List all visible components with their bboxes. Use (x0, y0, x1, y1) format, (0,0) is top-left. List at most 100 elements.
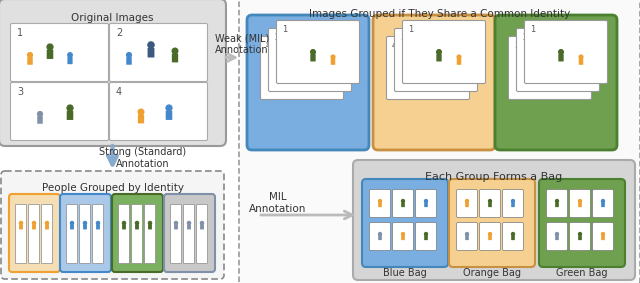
FancyBboxPatch shape (0, 0, 226, 146)
FancyBboxPatch shape (47, 50, 53, 59)
FancyBboxPatch shape (112, 194, 163, 272)
Text: 4: 4 (116, 87, 122, 97)
Circle shape (148, 222, 152, 224)
Circle shape (436, 50, 442, 54)
FancyBboxPatch shape (148, 48, 154, 57)
Text: Strong (Standard)
Annotation: Strong (Standard) Annotation (99, 147, 186, 169)
Text: 1: 1 (408, 25, 413, 35)
FancyBboxPatch shape (456, 222, 477, 250)
Circle shape (543, 71, 547, 75)
FancyBboxPatch shape (260, 37, 344, 100)
Text: 2: 2 (522, 33, 527, 42)
FancyBboxPatch shape (502, 222, 524, 250)
FancyBboxPatch shape (578, 235, 582, 240)
FancyBboxPatch shape (10, 83, 109, 140)
FancyBboxPatch shape (126, 57, 132, 65)
Text: Each Group Forms a Bag: Each Group Forms a Bag (426, 172, 563, 182)
FancyBboxPatch shape (170, 205, 182, 263)
Text: 4: 4 (392, 42, 397, 50)
Circle shape (331, 55, 335, 59)
FancyBboxPatch shape (511, 235, 515, 240)
Circle shape (465, 233, 468, 235)
Circle shape (47, 44, 53, 50)
FancyBboxPatch shape (174, 224, 178, 230)
Circle shape (465, 200, 468, 202)
FancyBboxPatch shape (438, 70, 442, 77)
FancyBboxPatch shape (543, 74, 547, 80)
FancyBboxPatch shape (449, 179, 535, 267)
FancyBboxPatch shape (1, 171, 224, 279)
Circle shape (556, 233, 559, 235)
FancyBboxPatch shape (570, 222, 591, 250)
Circle shape (148, 42, 154, 48)
Circle shape (579, 233, 582, 235)
FancyBboxPatch shape (79, 205, 90, 263)
FancyBboxPatch shape (401, 235, 405, 240)
FancyBboxPatch shape (479, 222, 500, 250)
FancyBboxPatch shape (415, 73, 420, 80)
FancyBboxPatch shape (403, 20, 486, 83)
FancyBboxPatch shape (394, 29, 477, 91)
FancyBboxPatch shape (369, 190, 390, 218)
FancyBboxPatch shape (488, 202, 492, 207)
FancyBboxPatch shape (310, 54, 316, 61)
FancyBboxPatch shape (200, 224, 204, 230)
FancyBboxPatch shape (495, 15, 617, 150)
FancyBboxPatch shape (401, 202, 405, 207)
Circle shape (38, 112, 42, 116)
Text: 1: 1 (17, 28, 23, 38)
FancyBboxPatch shape (465, 202, 469, 207)
FancyBboxPatch shape (369, 222, 390, 250)
FancyBboxPatch shape (415, 190, 436, 218)
FancyBboxPatch shape (556, 64, 560, 70)
Circle shape (45, 222, 49, 224)
Circle shape (122, 222, 125, 224)
Text: Green Bag: Green Bag (556, 268, 608, 278)
FancyBboxPatch shape (122, 224, 126, 230)
FancyBboxPatch shape (164, 194, 215, 272)
FancyBboxPatch shape (579, 59, 583, 65)
FancyBboxPatch shape (516, 29, 600, 91)
FancyBboxPatch shape (289, 73, 294, 80)
FancyBboxPatch shape (37, 116, 43, 124)
Circle shape (511, 200, 515, 202)
Circle shape (424, 200, 428, 202)
FancyBboxPatch shape (9, 194, 60, 272)
FancyBboxPatch shape (93, 205, 104, 263)
FancyBboxPatch shape (131, 205, 143, 263)
FancyBboxPatch shape (239, 0, 640, 283)
Circle shape (446, 63, 450, 67)
FancyBboxPatch shape (457, 59, 461, 65)
Text: Orange Bag: Orange Bag (463, 268, 521, 278)
Circle shape (556, 200, 559, 202)
Circle shape (511, 233, 515, 235)
Text: Blue Bag: Blue Bag (383, 268, 427, 278)
FancyBboxPatch shape (303, 64, 307, 70)
Circle shape (83, 222, 86, 224)
Text: 3: 3 (514, 42, 520, 50)
FancyBboxPatch shape (172, 53, 178, 62)
FancyBboxPatch shape (424, 202, 428, 207)
Text: Images Grouped if They Share a Common Identity: Images Grouped if They Share a Common Id… (309, 9, 570, 19)
FancyBboxPatch shape (558, 54, 564, 61)
FancyBboxPatch shape (166, 111, 172, 120)
Circle shape (28, 53, 33, 57)
Circle shape (68, 53, 72, 57)
FancyBboxPatch shape (96, 224, 100, 230)
FancyBboxPatch shape (570, 190, 591, 218)
Circle shape (488, 200, 492, 202)
FancyBboxPatch shape (539, 179, 625, 267)
Circle shape (310, 50, 316, 54)
FancyBboxPatch shape (109, 23, 207, 82)
Circle shape (138, 109, 144, 115)
FancyBboxPatch shape (67, 205, 77, 263)
FancyBboxPatch shape (83, 224, 87, 230)
FancyBboxPatch shape (312, 70, 316, 77)
FancyBboxPatch shape (19, 224, 23, 230)
Circle shape (200, 222, 204, 224)
FancyBboxPatch shape (578, 202, 582, 207)
FancyBboxPatch shape (465, 235, 469, 240)
Circle shape (303, 60, 307, 64)
FancyBboxPatch shape (67, 111, 74, 120)
FancyBboxPatch shape (45, 224, 49, 230)
